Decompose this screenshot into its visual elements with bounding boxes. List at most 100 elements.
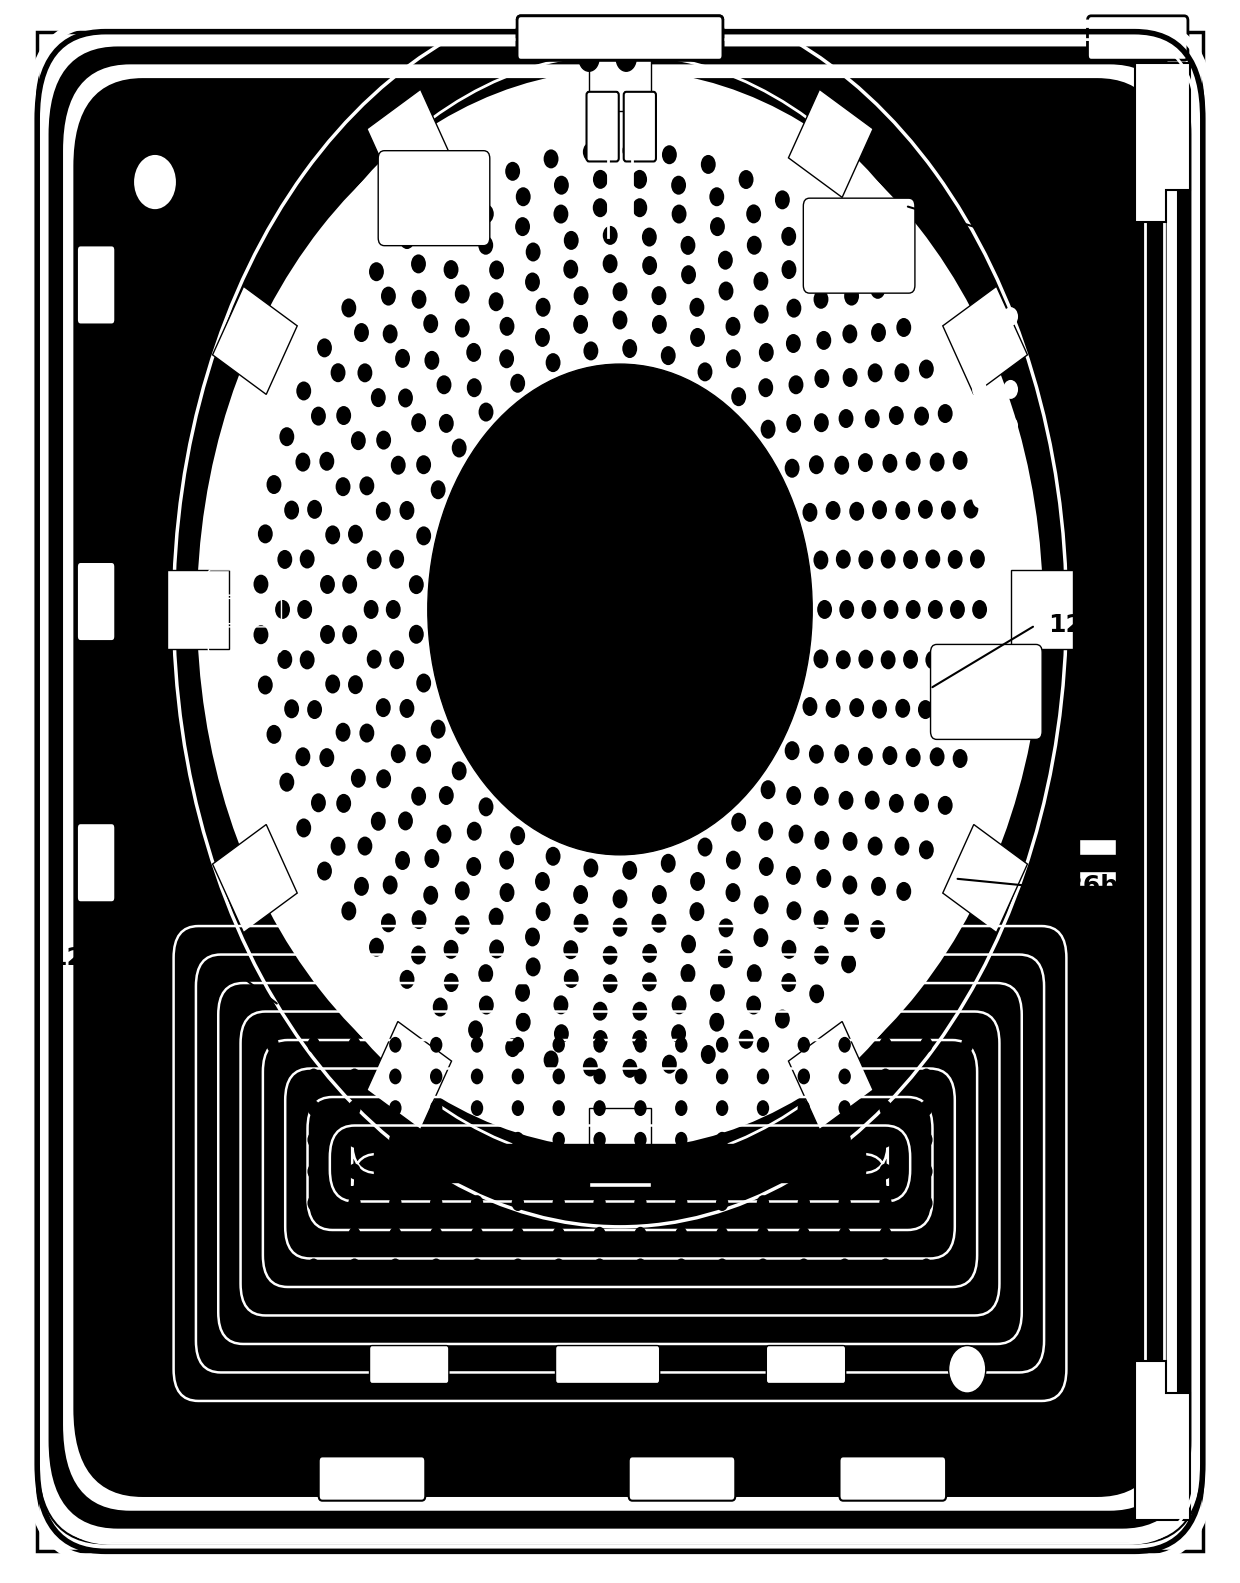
Circle shape [642,228,657,247]
Circle shape [370,937,384,956]
Circle shape [466,822,481,841]
FancyBboxPatch shape [587,92,619,161]
Circle shape [835,744,849,763]
Circle shape [574,287,589,306]
Circle shape [389,1037,402,1053]
Circle shape [389,1164,402,1179]
Circle shape [879,1290,892,1306]
Circle shape [897,318,911,337]
Circle shape [897,882,911,901]
Circle shape [471,1069,484,1084]
Circle shape [417,527,432,546]
Circle shape [308,1290,320,1306]
Circle shape [428,364,812,855]
Circle shape [526,958,541,977]
Circle shape [622,141,637,160]
Circle shape [662,146,677,165]
Circle shape [444,260,459,279]
Circle shape [634,1195,646,1211]
Circle shape [844,287,859,306]
Circle shape [391,456,405,475]
FancyBboxPatch shape [74,79,1166,1496]
Circle shape [525,272,539,291]
Circle shape [436,825,451,844]
Circle shape [267,1037,279,1053]
Circle shape [444,226,459,245]
Circle shape [525,928,539,947]
Circle shape [786,334,801,353]
Circle shape [267,1227,279,1243]
Circle shape [526,242,541,261]
Circle shape [278,651,293,670]
Circle shape [296,382,311,400]
Circle shape [961,1132,973,1148]
Circle shape [718,250,733,269]
Circle shape [868,836,883,855]
Circle shape [879,1164,892,1179]
Circle shape [376,431,391,450]
Circle shape [756,1164,769,1179]
Circle shape [961,1290,973,1306]
Circle shape [838,1290,851,1306]
Circle shape [675,1195,687,1211]
Circle shape [930,453,945,472]
Circle shape [879,1195,892,1211]
Circle shape [838,1258,851,1274]
Circle shape [870,323,885,342]
Circle shape [613,310,627,329]
Circle shape [253,625,268,644]
Circle shape [433,997,448,1016]
Circle shape [295,453,310,472]
Circle shape [675,1100,687,1116]
Circle shape [489,939,503,958]
Polygon shape [1135,63,1190,222]
Circle shape [662,1054,677,1073]
FancyBboxPatch shape [50,47,1190,1528]
Circle shape [920,1258,932,1274]
Circle shape [348,1290,361,1306]
Circle shape [725,850,740,869]
Circle shape [781,260,796,279]
Circle shape [267,1069,279,1084]
Circle shape [905,749,920,768]
Circle shape [534,328,549,347]
Circle shape [466,344,481,363]
Circle shape [594,1069,606,1084]
Circle shape [489,261,503,280]
Circle shape [920,1100,932,1116]
Circle shape [920,1322,932,1338]
FancyBboxPatch shape [105,87,1135,1464]
Circle shape [810,985,825,1004]
Circle shape [903,549,918,568]
FancyBboxPatch shape [118,95,1122,1448]
Circle shape [858,453,873,472]
Circle shape [622,339,637,358]
Circle shape [642,256,657,275]
FancyBboxPatch shape [517,16,723,60]
Circle shape [512,1322,525,1338]
FancyBboxPatch shape [77,245,115,325]
Circle shape [348,524,363,543]
Circle shape [816,331,831,350]
FancyBboxPatch shape [37,32,1203,1543]
Circle shape [336,795,351,814]
Circle shape [961,1164,973,1179]
Circle shape [746,236,761,255]
Circle shape [905,451,920,470]
Circle shape [634,1132,646,1148]
Circle shape [903,651,918,670]
Circle shape [925,549,940,568]
Circle shape [838,1164,851,1179]
Circle shape [430,480,445,499]
Circle shape [797,1290,810,1306]
Circle shape [583,142,598,161]
Bar [942,287,1028,394]
Circle shape [836,651,851,670]
Circle shape [756,1322,769,1338]
Circle shape [849,502,864,521]
Circle shape [838,792,853,810]
Circle shape [308,1037,320,1053]
Circle shape [376,698,391,717]
Bar [212,825,298,932]
Circle shape [389,1290,402,1306]
